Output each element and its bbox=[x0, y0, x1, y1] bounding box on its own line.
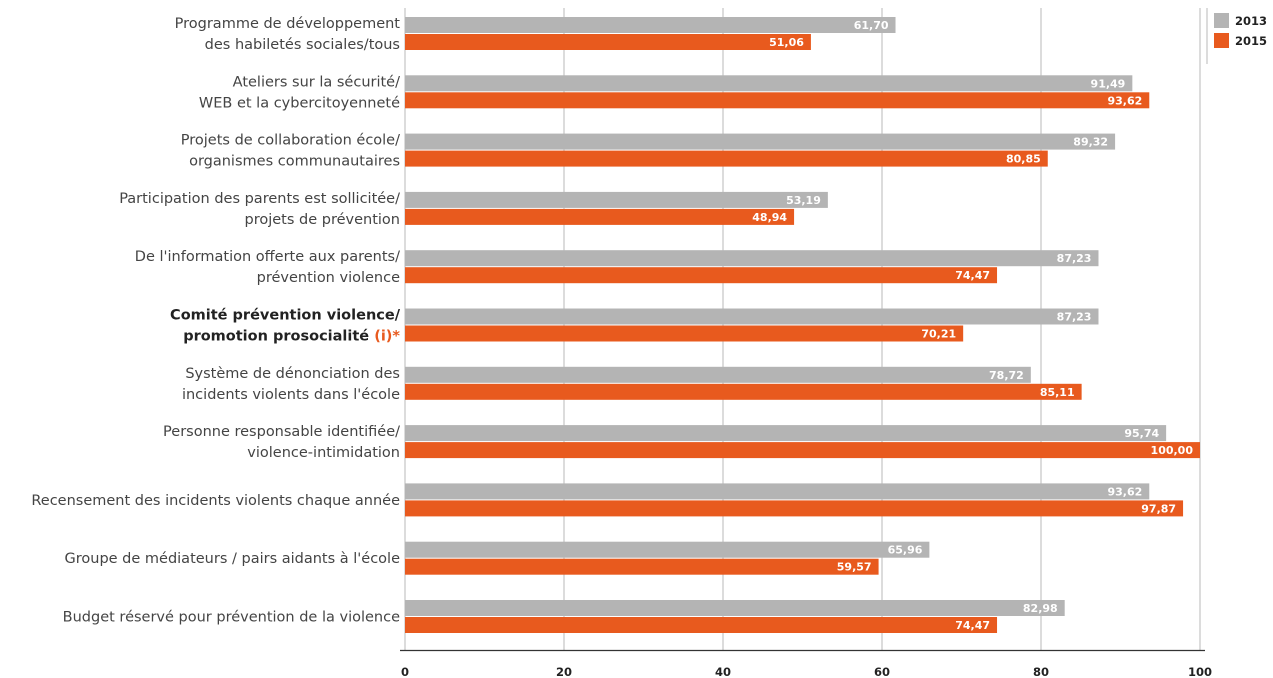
category-label: des habiletés sociales/tous bbox=[205, 37, 400, 53]
category-label: promotion prosocialité (i)* bbox=[183, 329, 400, 345]
category-label: Budget réservé pour prévention de la vio… bbox=[63, 610, 400, 626]
bar-2013 bbox=[405, 600, 1065, 616]
value-label-2015: 85,11 bbox=[1040, 386, 1075, 399]
category-label: prévention violence bbox=[257, 270, 400, 286]
bar-2015 bbox=[405, 442, 1200, 459]
category-label: Système de dénonciation des bbox=[185, 366, 400, 382]
value-label-2013: 93,62 bbox=[1107, 485, 1142, 498]
value-label-2015: 59,57 bbox=[837, 561, 872, 574]
bar-2013 bbox=[405, 191, 828, 208]
bar-2013 bbox=[405, 308, 1099, 325]
category-label: Groupe de médiateurs / pairs aidants à l… bbox=[65, 551, 401, 567]
value-label-2015: 51,06 bbox=[769, 36, 804, 49]
category-label: Personne responsable identifiée/ bbox=[163, 424, 400, 440]
value-label-2015: 100,00 bbox=[1151, 444, 1194, 457]
value-label-2015: 80,85 bbox=[1006, 153, 1041, 166]
bars bbox=[405, 17, 1200, 633]
value-label-2015: 93,62 bbox=[1107, 94, 1142, 107]
bar-2015 bbox=[405, 617, 998, 633]
x-tick-label: 20 bbox=[556, 665, 572, 678]
bar-2015 bbox=[405, 150, 1048, 167]
value-label-2013: 91,49 bbox=[1091, 77, 1126, 90]
value-label-2013: 65,96 bbox=[888, 544, 923, 557]
legend-label-2013: 2013 bbox=[1235, 14, 1267, 28]
x-tick-label: 0 bbox=[401, 665, 409, 678]
value-label-2015: 74,47 bbox=[955, 619, 990, 632]
bar-2015 bbox=[405, 267, 998, 284]
category-label: De l'information offerte aux parents/ bbox=[135, 249, 400, 265]
value-label-2013: 87,23 bbox=[1057, 252, 1092, 265]
category-label: WEB et la cybercitoyenneté bbox=[199, 95, 400, 111]
category-label: Comité prévention violence/ bbox=[170, 308, 401, 324]
x-tick-label: 80 bbox=[1033, 665, 1049, 678]
bar-2013 bbox=[405, 250, 1099, 267]
bar-2015 bbox=[405, 208, 795, 225]
legend-swatch-2015 bbox=[1214, 33, 1229, 48]
category-label: projets de prévention bbox=[245, 212, 401, 228]
value-label-2013: 82,98 bbox=[1023, 602, 1058, 615]
category-labels: Programme de développement des habiletés … bbox=[31, 16, 400, 626]
value-label-2013: 87,23 bbox=[1057, 311, 1092, 324]
bar-2013 bbox=[405, 366, 1031, 383]
category-label: Recensement des incidents violents chaqu… bbox=[31, 493, 400, 509]
category-label: Programme de développement bbox=[175, 16, 401, 32]
value-label-2013: 53,19 bbox=[786, 194, 821, 207]
value-label-2013: 61,70 bbox=[854, 19, 889, 32]
category-label: violence-intimidation bbox=[247, 445, 400, 461]
bar-2015 bbox=[405, 325, 964, 342]
bar-2015 bbox=[405, 500, 1184, 517]
value-label-2015: 74,47 bbox=[955, 269, 990, 282]
bar-2013 bbox=[405, 483, 1150, 500]
category-label: Participation des parents est sollicitée… bbox=[119, 191, 400, 207]
bar-2013 bbox=[405, 541, 930, 558]
bar-2015 bbox=[405, 383, 1082, 400]
bar-2013 bbox=[405, 17, 896, 33]
bar-2013 bbox=[405, 425, 1167, 442]
bar-2013 bbox=[405, 75, 1133, 92]
bar-2015 bbox=[405, 92, 1150, 109]
bar-2015 bbox=[405, 34, 811, 50]
category-label: incidents violents dans l'école bbox=[182, 387, 400, 403]
value-label-2013: 89,32 bbox=[1073, 136, 1108, 149]
bar-2015 bbox=[405, 558, 879, 575]
legend: 2013 2015 bbox=[1206, 8, 1267, 64]
value-label-2013: 95,74 bbox=[1124, 427, 1159, 440]
category-label: Ateliers sur la sécurité/ bbox=[233, 74, 400, 90]
x-tick-label: 40 bbox=[715, 665, 731, 678]
bar-2013 bbox=[405, 133, 1116, 150]
x-tick-label: 60 bbox=[874, 665, 890, 678]
value-label-2015: 97,87 bbox=[1141, 502, 1176, 515]
value-label-2015: 70,21 bbox=[921, 328, 956, 341]
x-axis: 0 20 40 60 80 100 bbox=[400, 649, 1212, 678]
value-label-2015: 48,94 bbox=[752, 211, 787, 224]
category-label: Projets de collaboration école/ bbox=[181, 133, 400, 149]
legend-swatch-2013 bbox=[1214, 13, 1229, 28]
category-label: organismes communautaires bbox=[189, 154, 400, 170]
value-label-2013: 78,72 bbox=[989, 369, 1024, 382]
value-labels: 61,70 51,06 91,49 93,62 89,32 80,85 53,19 48,94… bbox=[752, 19, 1193, 632]
x-tick-label: 100 bbox=[1188, 665, 1212, 678]
legend-label-2015: 2015 bbox=[1235, 34, 1267, 48]
